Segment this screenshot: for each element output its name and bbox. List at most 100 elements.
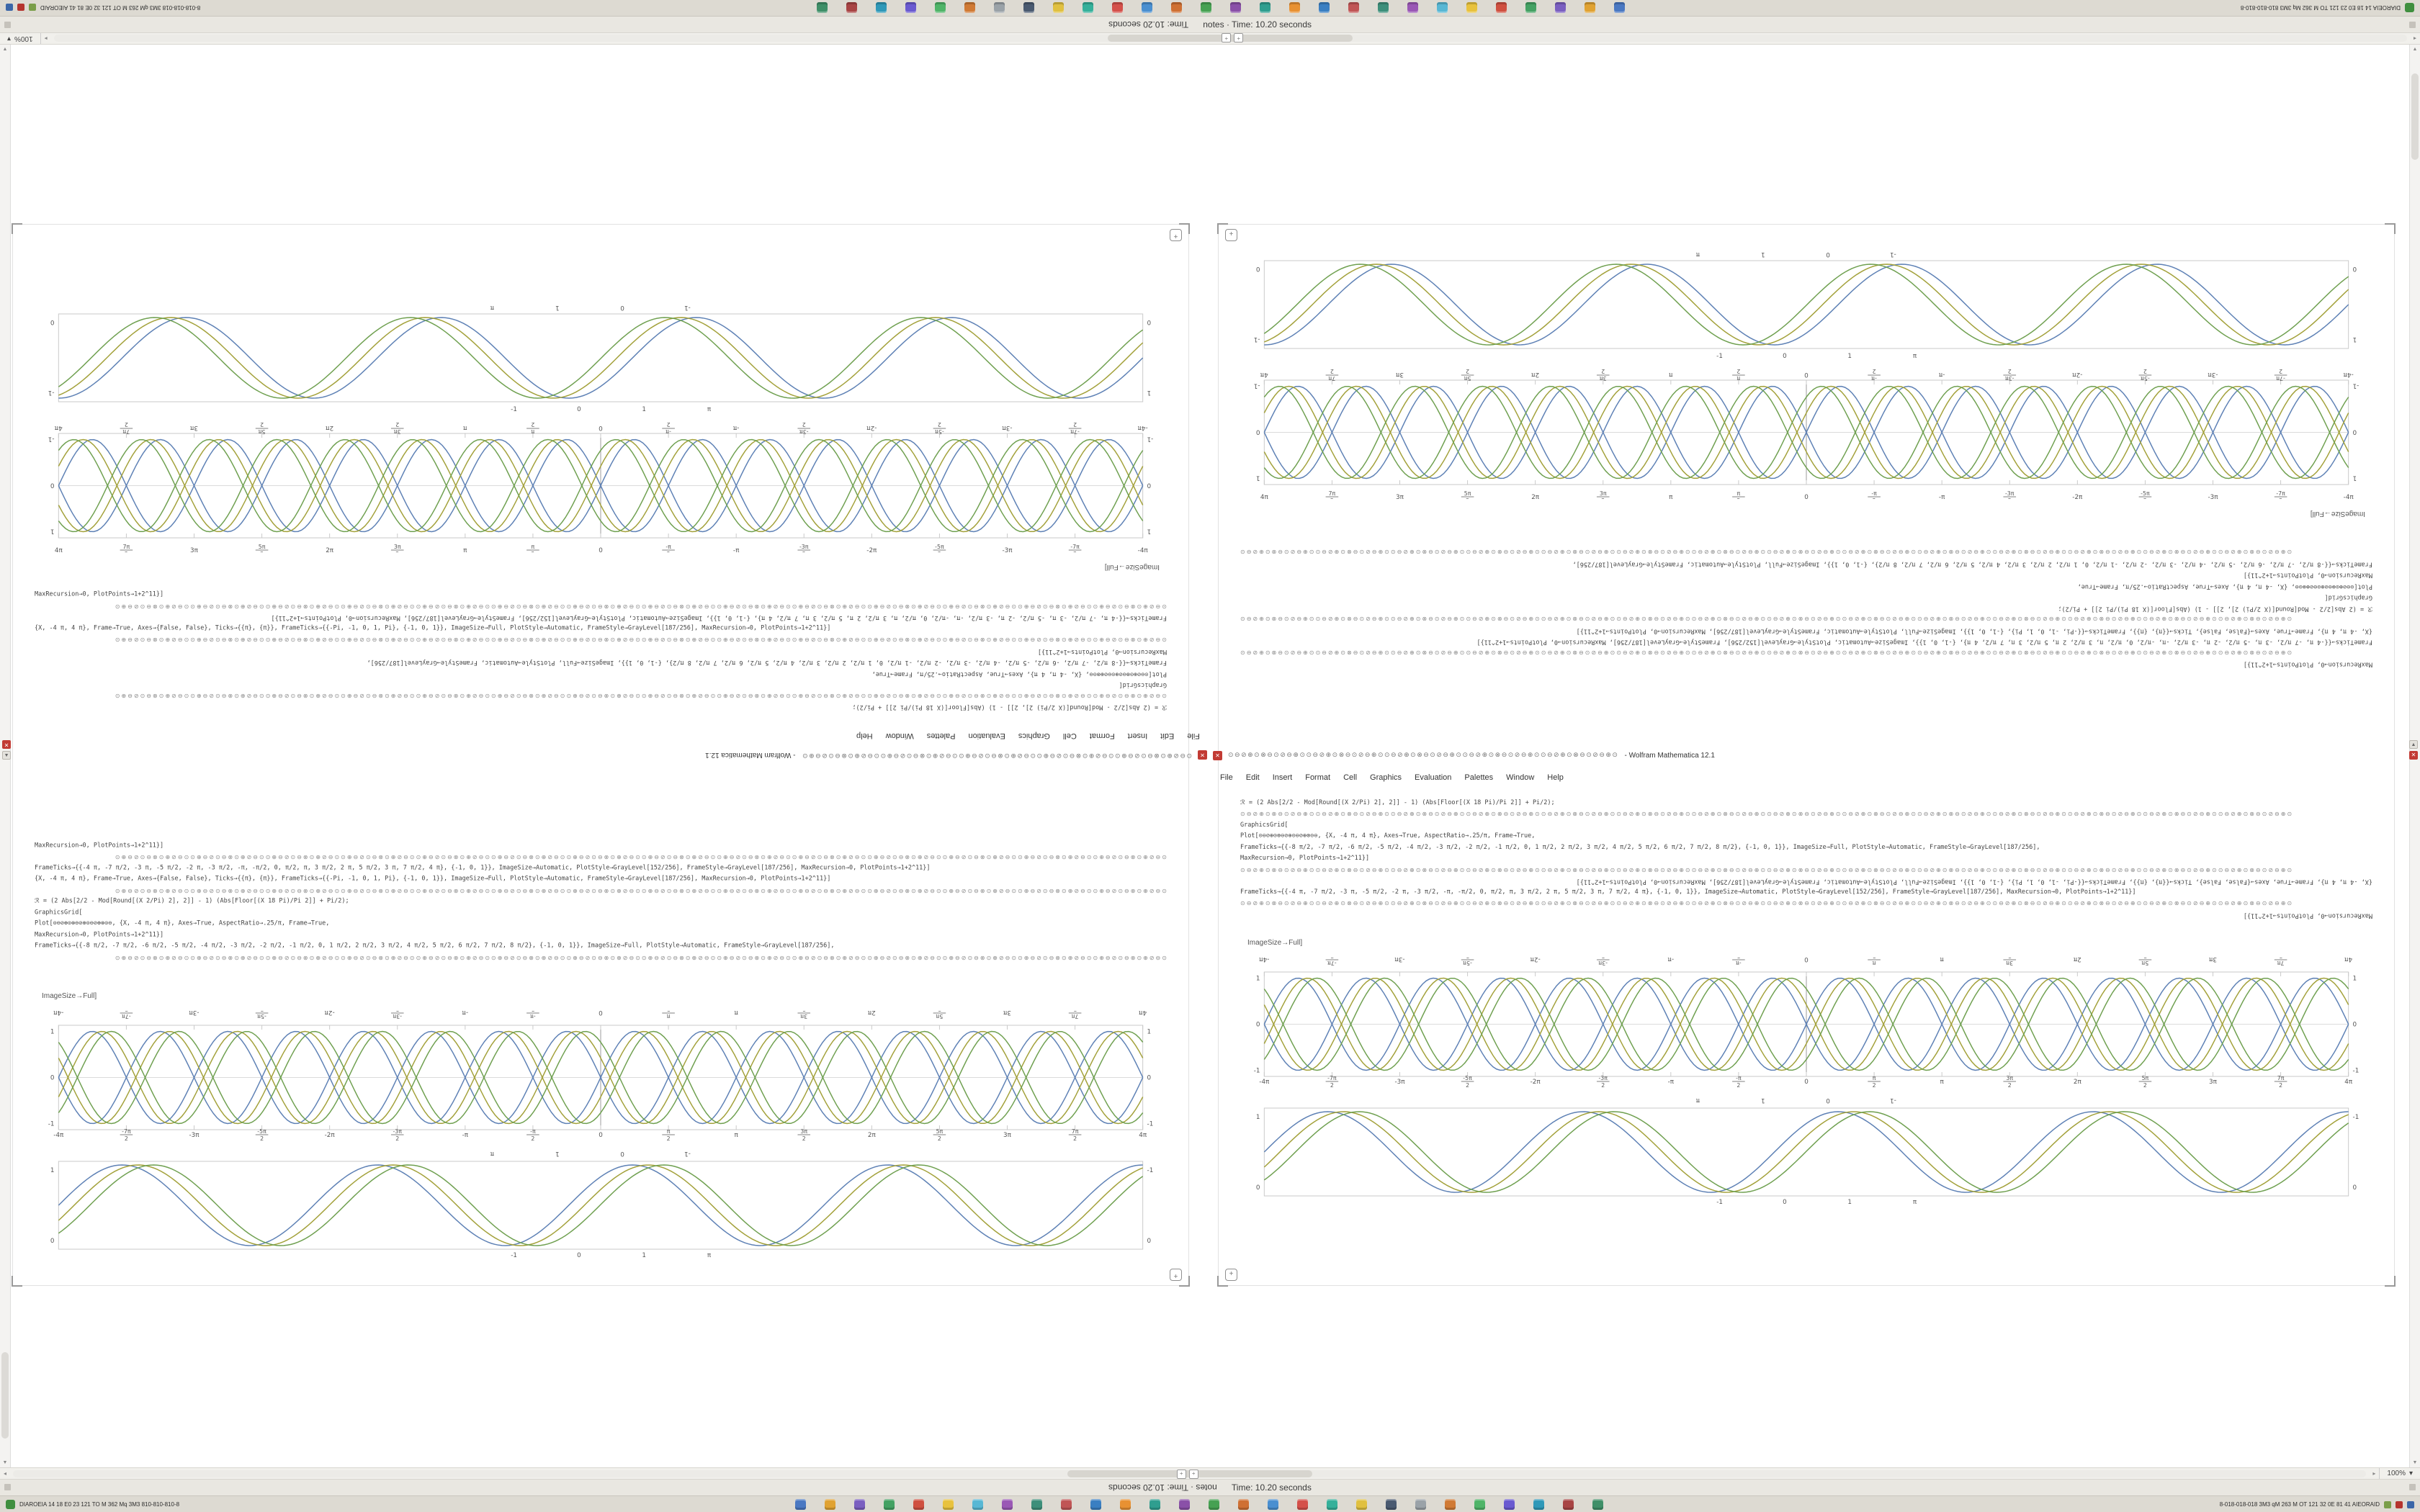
menu-graphics[interactable]: Graphics <box>1018 732 1050 740</box>
hscroll-right-arrow[interactable]: ▸ <box>2372 1470 2376 1477</box>
taskbar-app-icon[interactable] <box>1348 2 1359 13</box>
page-nav-button[interactable]: + <box>1188 1469 1198 1479</box>
scroll-up-button[interactable]: ▲ <box>2 751 11 760</box>
tray-icon[interactable] <box>2396 1500 2403 1508</box>
page-nav[interactable]: + + <box>1176 1469 1198 1479</box>
taskbar-app-icon[interactable] <box>1356 1499 1368 1510</box>
close-button[interactable]: ✕ <box>2 740 11 749</box>
menu-help[interactable]: Help <box>1547 773 1564 782</box>
menu-window[interactable]: Window <box>1506 773 1535 782</box>
close-button[interactable]: ✕ <box>2409 751 2418 760</box>
tray-icon[interactable] <box>29 4 36 12</box>
menu-format[interactable]: Format <box>1305 773 1331 782</box>
tray-icon[interactable] <box>17 4 24 12</box>
taskbar-app-icon[interactable] <box>875 2 887 13</box>
taskbar-app-icon[interactable] <box>1209 1499 1220 1510</box>
taskbar-app-icon[interactable] <box>825 1499 836 1510</box>
zoom-control[interactable]: 100% ▾ <box>0 33 41 44</box>
hscroll-left-arrow[interactable]: ◂ <box>2413 35 2416 42</box>
menu-format[interactable]: Format <box>1089 732 1115 740</box>
taskbar-app-icon[interactable] <box>1090 1499 1102 1510</box>
page-handle[interactable]: + <box>1225 229 1237 241</box>
taskbar-app-icon[interactable] <box>964 2 975 13</box>
page-nav[interactable]: + + <box>1222 33 1244 43</box>
taskbar-app-icon[interactable] <box>1141 2 1152 13</box>
taskbar-app-icon[interactable] <box>1504 1499 1515 1510</box>
taskbar-app-icon[interactable] <box>1150 1499 1161 1510</box>
scroll-thumb[interactable] <box>2411 73 2419 160</box>
taskbar-app-icon[interactable] <box>1179 1499 1191 1510</box>
tray-icon[interactable] <box>2384 1500 2391 1508</box>
taskbar-app-icon[interactable] <box>854 1499 866 1510</box>
menu-palettes[interactable]: Palettes <box>926 732 956 740</box>
scroll-down-icon[interactable]: ▼ <box>2 1460 8 1465</box>
taskbar-app-icon[interactable] <box>1445 1499 1456 1510</box>
scroll-down-icon[interactable]: ▼ <box>2412 1460 2418 1465</box>
scroll-up-button[interactable]: ▲ <box>2409 740 2418 749</box>
menu-window[interactable]: Window <box>885 732 914 740</box>
taskbar-app-icon[interactable] <box>1229 2 1241 13</box>
taskbar-app-icon[interactable] <box>1031 1499 1043 1510</box>
horizontal-scrollbar[interactable]: + + <box>13 1469 2367 1479</box>
hscroll-left-arrow[interactable]: ◂ <box>4 1470 7 1477</box>
start-icon[interactable] <box>2405 3 2414 12</box>
taskbar-app-icon[interactable] <box>934 2 946 13</box>
menu-file[interactable]: File <box>1187 732 1200 740</box>
taskbar-app-icon[interactable] <box>1554 2 1566 13</box>
menu-cell[interactable]: Cell <box>1062 732 1077 740</box>
taskbar-app-icon[interactable] <box>1238 1499 1250 1510</box>
taskbar-app-icon[interactable] <box>1082 2 1093 13</box>
taskbar-app-icon[interactable] <box>1259 2 1270 13</box>
taskbar-app-icon[interactable] <box>1120 1499 1131 1510</box>
taskbar-app-icon[interactable] <box>884 1499 895 1510</box>
taskbar-app-icon[interactable] <box>1563 1499 1574 1510</box>
taskbar-app-icon[interactable] <box>1200 2 1211 13</box>
scroll-up-icon[interactable]: ▲ <box>2412 47 2418 52</box>
taskbar-app-icon[interactable] <box>1268 1499 1279 1510</box>
menu-file[interactable]: File <box>1220 773 1233 782</box>
page-nav-button[interactable]: + <box>1222 33 1232 43</box>
taskbar-app-icon[interactable] <box>1318 2 1330 13</box>
taskbar-app-icon[interactable] <box>1052 2 1064 13</box>
taskbar-app-icon[interactable] <box>993 2 1005 13</box>
taskbar-app-icon[interactable] <box>1297 1499 1309 1510</box>
taskbar-app-icon[interactable] <box>1327 1499 1338 1510</box>
taskbar-app-icon[interactable] <box>1495 2 1507 13</box>
taskbar-app-icon[interactable] <box>1061 1499 1072 1510</box>
taskbar-app-icon[interactable] <box>1533 1499 1545 1510</box>
taskbar-start-area[interactable]: DIAROEIA 14 18 E0 23 121 TO M 362 Mq 3M3… <box>2241 3 2420 12</box>
tray-icon[interactable] <box>6 4 13 12</box>
taskbar-app-icon[interactable] <box>913 1499 925 1510</box>
scroll-up-icon[interactable]: ▲ <box>2 47 8 52</box>
scroll-thumb[interactable] <box>1 1352 9 1439</box>
menu-edit[interactable]: Edit <box>1160 732 1175 740</box>
system-tray[interactable]: 8-018-018-018 3M3 qM 263 M OT 121 32 0E … <box>2220 1500 2420 1508</box>
system-tray[interactable]: 8-018-018-018 3M3 qM 263 M OT 121 32 0E … <box>0 4 200 12</box>
page-handle[interactable]: + <box>1170 229 1182 241</box>
menu-palettes[interactable]: Palettes <box>1464 773 1494 782</box>
taskbar-app-icon[interactable] <box>1584 2 1595 13</box>
taskbar-app-icon[interactable] <box>1592 1499 1604 1510</box>
taskbar-app-icon[interactable] <box>1289 2 1300 13</box>
close-icon[interactable]: ✕ <box>1213 750 1222 760</box>
taskbar-app-icon[interactable] <box>1002 1499 1013 1510</box>
menu-help[interactable]: Help <box>856 732 873 740</box>
page-nav-button[interactable]: + <box>1176 1469 1186 1479</box>
taskbar-start-area[interactable]: DIAROEIA 14 18 E0 23 121 TO M 362 Mq 3M3… <box>0 1500 179 1509</box>
horizontal-scrollbar[interactable]: + + <box>53 33 2407 43</box>
taskbar-app-icon[interactable] <box>1436 2 1448 13</box>
menu-edit[interactable]: Edit <box>1245 773 1260 782</box>
taskbar-app-icon[interactable] <box>1466 2 1477 13</box>
taskbar-app-icon[interactable] <box>1613 2 1625 13</box>
zoom-control[interactable]: 100% ▾ <box>2379 1468 2420 1479</box>
menu-evaluation[interactable]: Evaluation <box>1415 773 1452 782</box>
taskbar-app-icon[interactable] <box>846 2 857 13</box>
menu-insert[interactable]: Insert <box>1127 732 1148 740</box>
taskbar-app-icon[interactable] <box>1170 2 1182 13</box>
taskbar-app-icon[interactable] <box>972 1499 984 1510</box>
page-nav-button[interactable]: + <box>1234 33 1244 43</box>
taskbar-app-icon[interactable] <box>1525 2 1536 13</box>
taskbar-app-icon[interactable] <box>795 1499 807 1510</box>
taskbar-app-icon[interactable] <box>816 2 828 13</box>
taskbar-app-icon[interactable] <box>1407 2 1418 13</box>
